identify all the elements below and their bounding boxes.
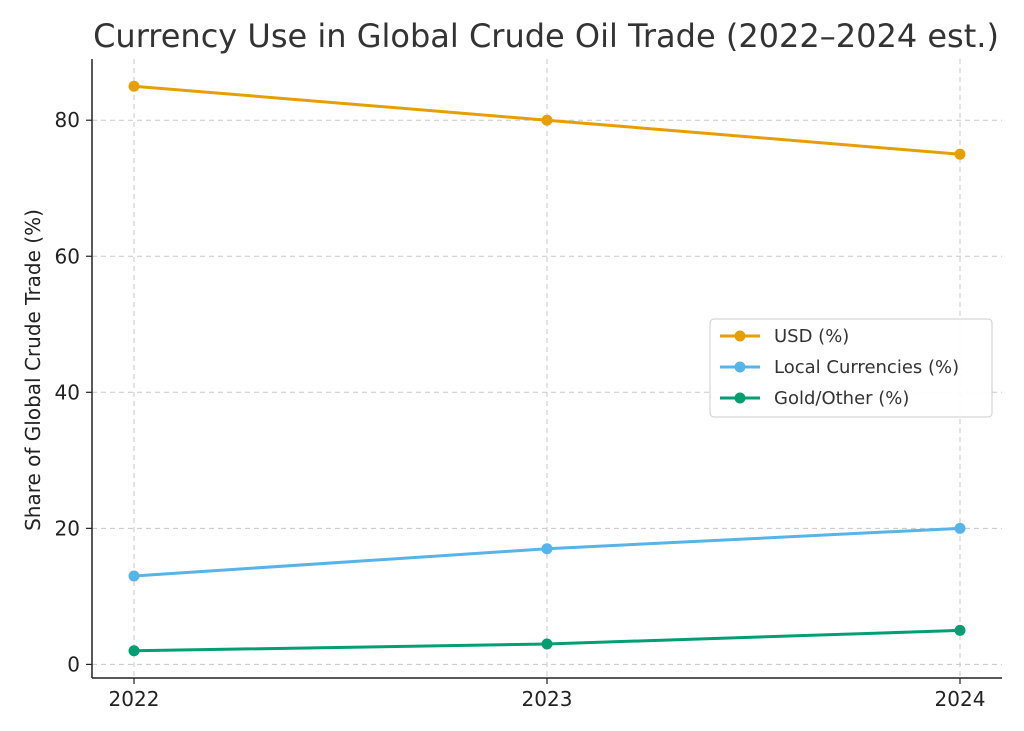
legend-marker [734,330,746,342]
legend-label: USD (%) [774,326,849,347]
legend-marker [734,361,746,373]
data-point [954,624,966,636]
y-tick-label: 80 [55,108,80,132]
legend-box [709,318,993,418]
legend-item: Local Currencies (%) [720,357,959,378]
legend: USD (%) Local Currencies (%) Gold/Other (%… [709,318,993,418]
y-axis-label: Share of Global Crude Trade (%) [21,209,45,531]
x-tick-label: 2024 [935,687,986,711]
y-tick-label: 60 [55,244,80,268]
y-axis: 0 20 40 60 80 [55,108,92,676]
grid [92,59,1002,678]
data-point [541,114,553,126]
legend-item: Gold/Other (%) [720,388,909,409]
data-point [954,148,966,160]
x-tick-label: 2022 [109,687,160,711]
x-axis: 2022 2023 2024 [109,678,986,711]
data-point [128,645,140,657]
series-layer [128,80,966,657]
series-2 [128,624,966,657]
data-point [541,638,553,650]
series-0 [128,80,966,160]
legend-label: Local Currencies (%) [774,357,959,378]
data-point [954,522,966,534]
y-tick-label: 0 [67,652,80,676]
data-point [541,543,553,555]
legend-item: USD (%) [720,326,849,347]
chart-title: Currency Use in Global Crude Oil Trade (… [93,17,999,55]
data-point [128,570,140,582]
y-tick-label: 20 [55,516,80,540]
series-1 [128,522,966,582]
y-tick-label: 40 [55,380,80,404]
legend-label: Gold/Other (%) [774,388,909,409]
x-tick-label: 2023 [522,687,573,711]
legend-marker [734,392,746,404]
data-point [128,80,140,92]
